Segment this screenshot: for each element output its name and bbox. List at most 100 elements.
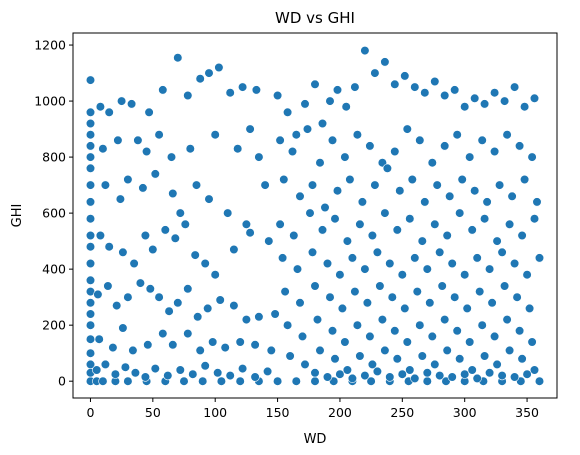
scatter-point: [85, 242, 96, 252]
scatter-point: [410, 82, 420, 92]
scatter-point: [395, 186, 405, 196]
scatter-point: [322, 258, 333, 269]
scatter-point: [375, 281, 385, 291]
scatter-point: [118, 323, 128, 333]
scatter-point: [95, 230, 105, 241]
y-axis-label: GHI: [10, 204, 25, 228]
scatter-point: [287, 146, 298, 157]
scatter-point: [317, 118, 328, 129]
scatter-point: [425, 298, 435, 308]
scatter-point: [263, 366, 273, 377]
scatter-point: [492, 236, 502, 246]
scatter-point: [527, 152, 537, 162]
scatter-point: [490, 331, 500, 342]
scatter-point: [168, 188, 178, 199]
scatter-point: [380, 57, 390, 67]
scatter-point: [190, 250, 200, 260]
y-tick-label: 600: [42, 206, 66, 221]
scatter-point: [297, 331, 308, 342]
scatter-point: [370, 68, 380, 78]
scatter-point: [280, 287, 290, 297]
scatter-point: [352, 130, 363, 140]
scatter-point: [85, 163, 96, 173]
scatter-point: [357, 197, 368, 207]
scatter-point: [307, 180, 318, 190]
scatter-point: [450, 85, 460, 95]
scatter-point: [150, 364, 160, 374]
scatter-point: [203, 303, 213, 314]
scatter-point: [522, 270, 532, 280]
scatter-point: [275, 135, 285, 145]
scatter-point: [422, 368, 432, 378]
scatter-point: [467, 225, 477, 235]
scatter-point: [532, 197, 542, 207]
scatter-point: [502, 130, 512, 140]
scatter-point: [440, 141, 450, 151]
scatter-point: [85, 298, 96, 308]
scatter-point: [108, 343, 118, 353]
scatter-point: [295, 191, 305, 201]
scatter-point: [208, 337, 218, 347]
scatter-point: [310, 376, 320, 386]
x-tick-label: 150: [266, 405, 290, 420]
scatter-point: [529, 214, 540, 224]
scatter-point: [430, 219, 440, 229]
scatter-point: [410, 253, 420, 263]
scatter-point: [360, 371, 370, 381]
scatter-point: [85, 130, 96, 140]
scatter-point: [110, 369, 120, 379]
scatter-point: [320, 202, 330, 213]
scatter-point: [442, 230, 452, 241]
scatter-point: [310, 79, 320, 89]
scatter-point: [138, 183, 148, 193]
scatter-point: [188, 369, 198, 379]
scatter-point: [325, 292, 335, 302]
scatter-point: [470, 93, 480, 103]
y-tick-label: 1000: [34, 94, 66, 109]
x-tick-label: 100: [203, 405, 227, 420]
scatter-point: [385, 258, 395, 269]
scatter-point: [427, 158, 437, 168]
scatter-point: [225, 371, 235, 381]
scatter-point: [477, 320, 487, 330]
x-tick-label: 50: [145, 405, 161, 420]
scatter-point: [440, 315, 450, 325]
scatter-point: [85, 141, 96, 151]
scatter-point: [527, 337, 537, 347]
scatter-point: [355, 351, 365, 361]
scatter-point: [183, 329, 193, 339]
scatter-point: [175, 365, 185, 375]
scatter-point: [103, 281, 113, 291]
scatter-point: [85, 107, 96, 117]
scatter-points: [85, 45, 545, 386]
scatter-point: [315, 345, 325, 356]
scatter-point: [455, 208, 465, 218]
y-tick-label: 400: [42, 262, 66, 277]
scatter-point: [355, 219, 365, 229]
x-tick-label: 0: [86, 405, 94, 420]
scatter-point: [85, 275, 96, 285]
scatter-point: [477, 135, 487, 145]
scatter-point: [245, 228, 255, 238]
scatter-point: [400, 71, 410, 81]
scatter-point: [519, 102, 530, 112]
scatter-point: [175, 208, 185, 218]
scatter-point: [115, 194, 125, 204]
scatter-point: [392, 354, 402, 364]
scatter-point: [362, 298, 373, 308]
scatter-point: [273, 90, 283, 101]
scatter-point: [345, 174, 355, 185]
y-axis-ticks: 0 200 400 600 800 1000 1200: [34, 38, 73, 389]
scatter-point: [310, 368, 320, 378]
y-tick-label: 800: [42, 150, 66, 165]
scatter-point: [195, 345, 205, 356]
scatter-point: [480, 99, 490, 109]
scatter-point: [251, 85, 261, 95]
scatter-point: [342, 236, 353, 246]
scatter-point: [341, 102, 351, 112]
scatter-point: [472, 253, 482, 263]
scatter-point: [245, 124, 255, 134]
scatter-point: [417, 236, 427, 246]
scatter-point: [377, 315, 388, 325]
scatter-point: [302, 124, 313, 134]
